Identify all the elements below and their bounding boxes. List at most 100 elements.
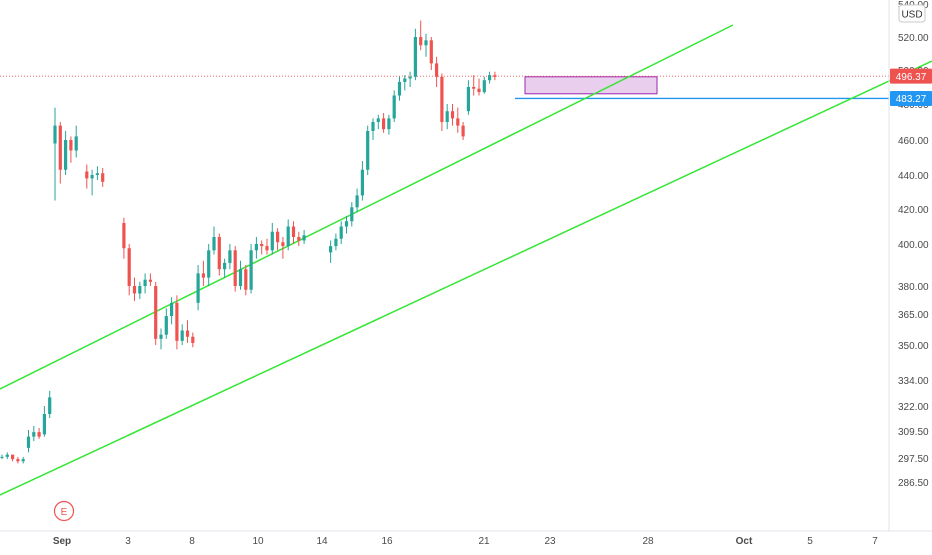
supply-zone-rect[interactable] bbox=[524, 76, 658, 95]
candle[interactable] bbox=[419, 20, 423, 51]
candle[interactable] bbox=[435, 56, 439, 87]
candle[interactable] bbox=[413, 28, 417, 81]
candle[interactable] bbox=[37, 428, 41, 439]
candle[interactable] bbox=[244, 265, 248, 296]
candle[interactable] bbox=[371, 118, 375, 140]
candle[interactable] bbox=[440, 73, 444, 131]
channel-upper-line[interactable] bbox=[0, 24, 734, 390]
candle[interactable] bbox=[26, 430, 31, 453]
candle[interactable] bbox=[360, 161, 364, 201]
candle[interactable] bbox=[482, 76, 486, 94]
candle[interactable] bbox=[48, 390, 52, 418]
candle[interactable] bbox=[260, 240, 264, 255]
candle[interactable] bbox=[387, 114, 391, 135]
candle[interactable] bbox=[180, 324, 184, 345]
candle[interactable] bbox=[154, 281, 158, 345]
candle[interactable] bbox=[69, 136, 73, 163]
candle[interactable] bbox=[201, 260, 205, 286]
channel-lower-line[interactable] bbox=[0, 60, 932, 496]
candle[interactable] bbox=[297, 231, 301, 247]
candle[interactable] bbox=[456, 107, 460, 133]
candle[interactable] bbox=[164, 308, 168, 339]
candle[interactable] bbox=[265, 238, 269, 255]
candle[interactable] bbox=[32, 426, 36, 442]
candle[interactable] bbox=[461, 122, 465, 140]
candle[interactable] bbox=[334, 233, 338, 251]
candle[interactable] bbox=[238, 260, 243, 290]
candle[interactable] bbox=[249, 244, 253, 294]
candle[interactable] bbox=[143, 273, 147, 294]
candle[interactable] bbox=[355, 188, 359, 213]
candle-body bbox=[90, 175, 94, 179]
candle[interactable] bbox=[196, 265, 200, 311]
candle[interactable] bbox=[95, 166, 99, 181]
candle[interactable] bbox=[175, 295, 179, 350]
candle[interactable] bbox=[132, 277, 137, 301]
candle[interactable] bbox=[429, 37, 433, 70]
candle[interactable] bbox=[21, 456, 25, 464]
candle[interactable] bbox=[233, 246, 237, 292]
candle[interactable] bbox=[74, 125, 78, 158]
candle[interactable] bbox=[127, 244, 131, 296]
candle[interactable] bbox=[170, 297, 174, 325]
candle[interactable] bbox=[366, 125, 370, 175]
candle[interactable] bbox=[90, 169, 94, 196]
candle[interactable] bbox=[53, 107, 57, 201]
candle[interactable] bbox=[392, 90, 396, 122]
candle[interactable] bbox=[270, 223, 274, 255]
candle[interactable] bbox=[85, 164, 89, 189]
candle[interactable] bbox=[122, 217, 126, 259]
candle[interactable] bbox=[148, 273, 152, 286]
candle[interactable] bbox=[138, 281, 142, 300]
candle[interactable] bbox=[450, 104, 455, 126]
candle[interactable] bbox=[228, 244, 232, 270]
candle[interactable] bbox=[350, 202, 354, 227]
candle-body bbox=[122, 223, 126, 249]
candle[interactable] bbox=[223, 258, 227, 278]
candle[interactable] bbox=[207, 244, 211, 286]
candle[interactable] bbox=[16, 456, 20, 464]
candle[interactable] bbox=[291, 221, 296, 244]
candle[interactable] bbox=[493, 71, 497, 81]
candle[interactable] bbox=[5, 452, 9, 460]
candle[interactable] bbox=[382, 113, 386, 133]
candle[interactable] bbox=[101, 168, 105, 187]
candle[interactable] bbox=[191, 332, 195, 348]
candle[interactable] bbox=[472, 75, 476, 96]
candle[interactable] bbox=[329, 240, 333, 263]
candle[interactable] bbox=[58, 122, 62, 184]
candle[interactable] bbox=[0, 454, 4, 460]
candle[interactable] bbox=[376, 114, 380, 130]
candle[interactable] bbox=[276, 228, 280, 251]
candle[interactable] bbox=[64, 131, 68, 175]
earnings-marker[interactable]: E bbox=[53, 500, 75, 522]
candle-body bbox=[477, 88, 481, 93]
candle[interactable] bbox=[339, 221, 343, 244]
candle[interactable] bbox=[445, 104, 449, 130]
candle[interactable] bbox=[488, 71, 492, 84]
candle[interactable] bbox=[286, 219, 290, 251]
candle[interactable] bbox=[477, 78, 481, 96]
candle[interactable] bbox=[42, 406, 46, 437]
candle[interactable] bbox=[212, 226, 216, 255]
candle[interactable] bbox=[281, 237, 285, 259]
currency-button[interactable]: USD bbox=[898, 4, 926, 23]
candle[interactable] bbox=[11, 454, 15, 462]
candle[interactable] bbox=[185, 320, 190, 343]
candle[interactable] bbox=[302, 230, 306, 244]
price-tick-label: 286.50 bbox=[898, 478, 929, 489]
candle[interactable] bbox=[344, 216, 349, 234]
candle-body bbox=[5, 454, 9, 457]
candle[interactable] bbox=[159, 328, 163, 350]
candle[interactable] bbox=[424, 33, 428, 57]
candle[interactable] bbox=[466, 80, 470, 115]
candle[interactable] bbox=[403, 75, 407, 91]
candle[interactable] bbox=[254, 237, 258, 259]
candle-body bbox=[238, 269, 243, 286]
candle[interactable] bbox=[217, 233, 221, 276]
candle[interactable] bbox=[397, 76, 402, 101]
candle[interactable] bbox=[408, 71, 412, 87]
time-axis[interactable]: Sep 3 8 10 14 16 21 23 28 Oct 5 7 bbox=[0, 530, 932, 547]
